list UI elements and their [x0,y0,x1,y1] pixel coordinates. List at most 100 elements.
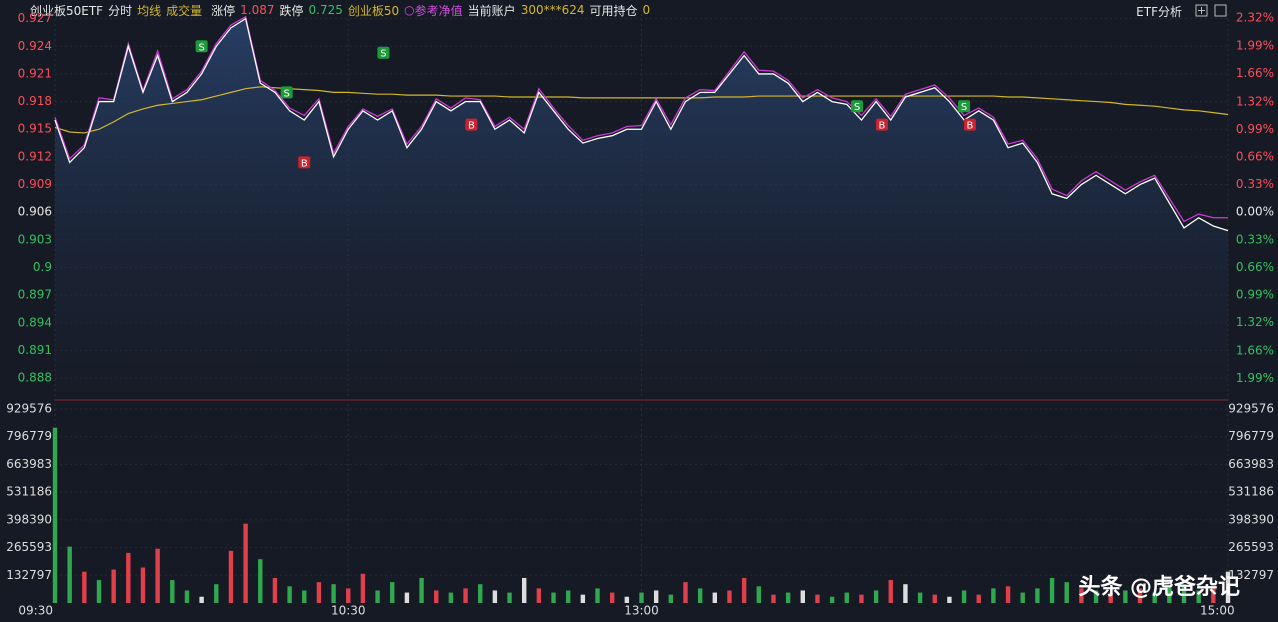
volume-bar [829,596,835,603]
y-tick-label: 0.891 [18,343,52,357]
volume-bar [1137,588,1143,603]
y2-tick-label: 0.33% [1236,177,1274,191]
trade-marker [280,86,293,99]
volume-bar [859,594,864,603]
y2-tick-label: 0.99% [1236,287,1274,301]
avg-line [54,86,1229,134]
y2-tick-label: 1.99% [1236,371,1274,385]
volume-bar [1225,571,1231,603]
volume-bar [844,592,849,603]
volume-bar [932,594,937,603]
volume-bar [463,588,468,603]
volume-bar [917,592,923,603]
trade-label: S [198,42,204,53]
y2-tick-label: 0.99% [1236,122,1274,136]
volume-bar [434,590,439,603]
volume-bar [991,588,996,603]
y2-tick-label: 0.66% [1236,150,1274,164]
x-tick-label: 09:30 [18,604,53,618]
volume-bar [404,592,410,603]
y-tick-label: 0.9 [33,260,52,274]
volume-bar [712,592,718,603]
volume-bar [228,550,234,603]
volume-bar [140,567,146,603]
volume-bar [492,590,498,603]
legend-nav-icon[interactable]: ○ [404,3,415,17]
y2-tick-label: 663983 [1228,457,1274,471]
y2-tick-label: 132797 [1228,568,1274,582]
mode[interactable]: 分时 [108,3,133,18]
x-tick-label: 10:30 [331,604,366,618]
volume-bar [668,594,674,603]
trade-marker [377,46,390,59]
y2-tick-label: 1.66% [1236,344,1274,358]
y-tick-label: 398390 [6,512,52,526]
volume-bar [551,592,556,603]
price-area [55,18,1228,393]
volume-bar [785,592,791,603]
volume-bar [1005,586,1011,603]
y-tick-label: 0.918 [18,94,52,108]
x-tick-label: 13:00 [624,604,659,618]
y2-tick-label: 0.00% [1236,205,1274,219]
volume-bar [771,594,776,603]
x-tick-label: 15:00 [1200,604,1235,618]
trade-label: B [468,121,475,132]
volume-bar [1035,588,1040,603]
header: 创业板50ETF 分时 均线 成交量 涨停 1.087 跌停 0.725 创业板… [0,0,1278,20]
index-name: 创业板50 [347,3,400,18]
trade-marker [465,118,478,131]
volume-bar [52,427,58,603]
trade-marker [963,118,976,131]
trade-marker [958,100,971,113]
trade-label: S [283,88,289,99]
y2-tick-label: 531186 [1228,485,1274,499]
volume-bar [214,584,219,603]
y2-tick-label: 1.99% [1236,38,1274,52]
volume-bar [1020,592,1025,603]
volume-bar [346,588,351,603]
volume-bar [1211,588,1216,603]
volume-bar [243,523,248,603]
limit-up: 1.087 [240,3,275,17]
y2-tick-label: 398390 [1228,512,1274,526]
volume-bar [316,582,322,603]
y-tick-label: 0.903 [18,232,52,246]
volume-bar [155,548,160,603]
trade-label: S [380,49,386,60]
legend-avg: 均线 [137,3,162,18]
legend-nav[interactable]: 参考净值 [414,3,463,18]
y-tick-label: 0.921 [18,66,52,80]
trade-label: B [967,121,974,132]
y-tick-label: 531186 [6,485,52,499]
volume-bar [1049,577,1055,603]
volume-bar [595,588,600,603]
trade-marker [298,156,311,169]
limit-down-label: 跌停 [279,3,304,18]
volume-bar [111,569,116,603]
volume-bar [331,584,336,603]
volume-bar [565,590,571,603]
y2-tick-label: 0.66% [1236,260,1274,274]
volume-bar [170,580,175,603]
volume-bar [67,546,72,603]
y-tick-label: 929576 [6,402,52,416]
trade-label: B [879,121,886,132]
volume-bar [390,582,395,603]
price-line [54,17,1229,232]
volume-bar [126,552,131,603]
y2-tick-label: 796779 [1228,429,1274,443]
trade-label: S [854,102,860,113]
etf-analysis-button[interactable]: ETF分析 [1136,5,1182,19]
volume-bar [507,592,512,603]
y2-tick-label: 1.32% [1236,315,1274,329]
volume-bar [756,586,761,603]
account: 300***624 [520,3,585,17]
volume-bar [683,582,688,603]
volume-bar [624,596,630,603]
volume-bar [258,559,263,603]
y-tick-label: 0.888 [18,371,52,385]
volume-bar [609,592,615,603]
position-label: 可用持仓 [589,3,638,18]
